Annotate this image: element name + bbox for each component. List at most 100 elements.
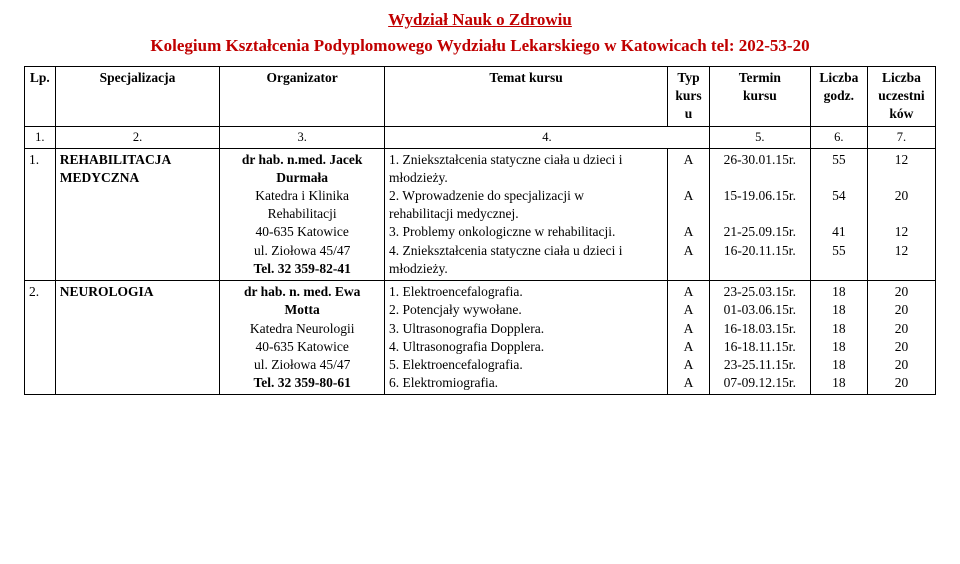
termin-line: 21-25.09.15r.	[714, 223, 806, 241]
termin-line: 15-19.06.15r.	[714, 187, 806, 205]
col-typ-l2: kurs	[672, 87, 705, 105]
org-l5: 40-635 Katowice	[224, 223, 380, 241]
cell-org: dr hab. n. med. Ewa Motta Katedra Neurol…	[220, 281, 385, 395]
temat-line: 4. Ultrasonografia Dopplera.	[389, 338, 663, 356]
col-lp: Lp.	[25, 67, 56, 127]
col-ucz-l3: ków	[872, 105, 931, 123]
org-l5: ul. Ziołowa 45/47	[224, 356, 380, 374]
typ-line	[672, 205, 705, 223]
cell-lp: 2.	[25, 281, 56, 395]
termin-line: 16-18.03.15r.	[714, 320, 806, 338]
godz-line: 18	[815, 301, 863, 319]
numrow-1: 1.	[25, 126, 56, 148]
godz-line	[815, 260, 863, 278]
spec-l1: NEUROLOGIA	[60, 283, 216, 301]
temat-line: 1. Zniekształcenia statyczne ciała u dzi…	[389, 151, 663, 169]
table-row: 2. NEUROLOGIA dr hab. n. med. Ewa Motta …	[25, 281, 936, 395]
table-row: 1. REHABILITACJA MEDYCZNA dr hab. n.med.…	[25, 148, 936, 281]
org-l3: Katedra i Klinika	[224, 187, 380, 205]
numrow-5: 5.	[709, 126, 810, 148]
spec-l2: MEDYCZNA	[60, 169, 216, 187]
numrow-7: 7.	[867, 126, 935, 148]
typ-line: A	[672, 301, 705, 319]
temat-line: rehabilitacji medycznej.	[389, 205, 663, 223]
typ-line	[672, 169, 705, 187]
col-termin: Termin kursu	[709, 67, 810, 127]
col-godz-l2: godz.	[815, 87, 863, 105]
godz-line: 18	[815, 356, 863, 374]
cell-org: dr hab. n.med. Jacek Durmała Katedra i K…	[220, 148, 385, 281]
godz-line	[815, 169, 863, 187]
ucz-line: 12	[872, 223, 931, 241]
col-termin-l1: Termin	[714, 69, 806, 87]
ucz-line: 20	[872, 338, 931, 356]
col-spec: Specjalizacja	[55, 67, 220, 127]
ucz-line: 12	[872, 242, 931, 260]
godz-line: 55	[815, 242, 863, 260]
termin-line: 26-30.01.15r.	[714, 151, 806, 169]
cell-termin: 26-30.01.15r. 15-19.06.15r. 21-25.09.15r…	[709, 148, 810, 281]
dept-title: Wydział Nauk o Zdrowiu	[24, 10, 936, 30]
org-l2: Durmała	[224, 169, 380, 187]
ucz-line	[872, 169, 931, 187]
col-ucz-l1: Liczba	[872, 69, 931, 87]
cell-spec: REHABILITACJA MEDYCZNA	[55, 148, 220, 281]
temat-line: 2. Wprowadzenie do specjalizacji w	[389, 187, 663, 205]
typ-line: A	[672, 356, 705, 374]
org-l4: 40-635 Katowice	[224, 338, 380, 356]
org-l1: dr hab. n.med. Jacek	[224, 151, 380, 169]
godz-line: 18	[815, 374, 863, 392]
typ-line: A	[672, 187, 705, 205]
temat-line: 1. Elektroencefalografia.	[389, 283, 663, 301]
termin-line	[714, 260, 806, 278]
cell-temat: 1. Elektroencefalografia. 2. Potencjały …	[384, 281, 667, 395]
typ-line: A	[672, 374, 705, 392]
typ-line: A	[672, 283, 705, 301]
temat-line: 6. Elektromiografia.	[389, 374, 663, 392]
temat-line: 3. Ultrasonografia Dopplera.	[389, 320, 663, 338]
org-l7: Tel. 32 359-82-41	[224, 260, 380, 278]
typ-line: A	[672, 151, 705, 169]
temat-line: 5. Elektroencefalografia.	[389, 356, 663, 374]
typ-line: A	[672, 223, 705, 241]
spec-l1: REHABILITACJA	[60, 151, 216, 169]
numrow-6: 6.	[810, 126, 867, 148]
godz-line: 54	[815, 187, 863, 205]
org-l6: Tel. 32 359-80-61	[224, 374, 380, 392]
cell-godz: 18 18 18 18 18 18	[810, 281, 867, 395]
col-ucz: Liczba uczestni ków	[867, 67, 935, 127]
godz-line: 18	[815, 338, 863, 356]
cell-ucz: 12 20 12 12	[867, 148, 935, 281]
col-typ-l1: Typ	[672, 69, 705, 87]
cell-spec: NEUROLOGIA	[55, 281, 220, 395]
cell-typ: A A A A	[668, 148, 710, 281]
termin-line: 07-09.12.15r.	[714, 374, 806, 392]
temat-line: 4. Zniekształcenia statyczne ciała u dzi…	[389, 242, 663, 260]
godz-line	[815, 205, 863, 223]
ucz-line: 20	[872, 374, 931, 392]
numrow-3: 3.	[220, 126, 385, 148]
col-temat: Temat kursu	[384, 67, 667, 127]
cell-ucz: 20 20 20 20 20 20	[867, 281, 935, 395]
org-l6: ul. Ziołowa 45/47	[224, 242, 380, 260]
temat-line: młodzieży.	[389, 169, 663, 187]
temat-line: 3. Problemy onkologiczne w rehabilitacji…	[389, 223, 663, 241]
termin-line: 16-20.11.15r.	[714, 242, 806, 260]
ucz-line: 20	[872, 320, 931, 338]
ucz-line: 12	[872, 151, 931, 169]
col-godz: Liczba godz.	[810, 67, 867, 127]
col-ucz-l2: uczestni	[872, 87, 931, 105]
col-org: Organizator	[220, 67, 385, 127]
typ-line: A	[672, 320, 705, 338]
org-l1: dr hab. n. med. Ewa	[224, 283, 380, 301]
header-row: Lp. Specjalizacja Organizator Temat kurs…	[25, 67, 936, 127]
termin-line: 16-18.11.15r.	[714, 338, 806, 356]
courses-table: Lp. Specjalizacja Organizator Temat kurs…	[24, 66, 936, 395]
termin-line	[714, 205, 806, 223]
numrow-2: 2.	[55, 126, 220, 148]
godz-line: 18	[815, 283, 863, 301]
number-row: 1. 2. 3. 4. 5. 6. 7.	[25, 126, 936, 148]
col-typ: Typ kurs u	[668, 67, 710, 127]
ucz-line	[872, 260, 931, 278]
temat-line: 2. Potencjały wywołane.	[389, 301, 663, 319]
